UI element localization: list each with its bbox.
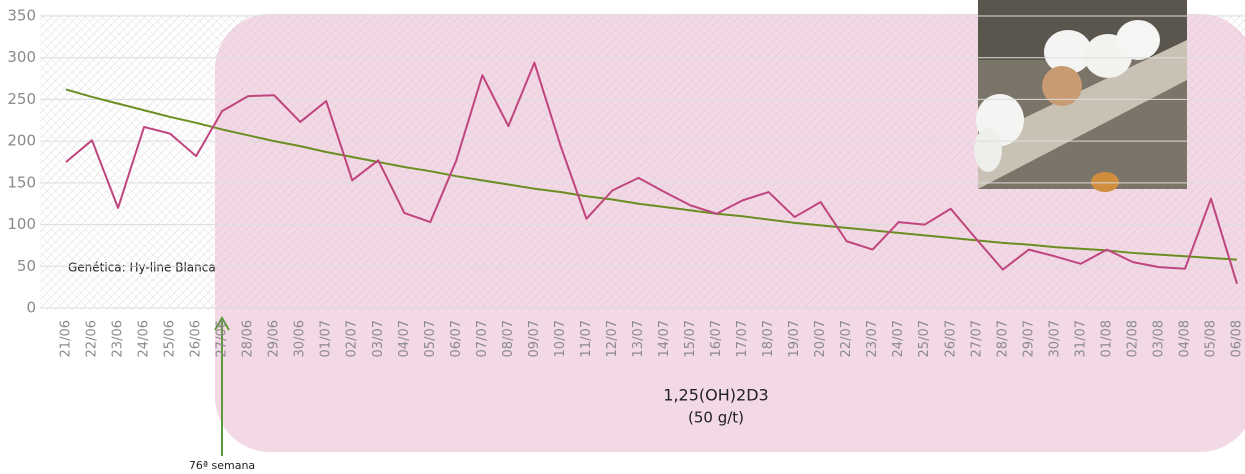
x-tick-label: 26/07 (943, 320, 958, 357)
x-tick-label: 24/06 (137, 320, 152, 357)
y-tick-label: 350 (7, 7, 36, 25)
data-line (65, 61, 1238, 285)
x-tick-label: 30/07 (1047, 320, 1062, 357)
x-tick-label: 03/08 (1151, 320, 1166, 357)
x-tick-label: 04/07 (397, 320, 412, 357)
y-tick-label: 250 (7, 90, 36, 108)
x-tick-label: 15/07 (683, 320, 698, 357)
x-tick-label: 22/07 (839, 320, 854, 357)
x-tick-label: 05/07 (423, 320, 438, 357)
x-tick-label: 20/07 (813, 320, 828, 357)
x-tick-label: 12/07 (605, 320, 620, 357)
x-tick-label: 27/07 (969, 320, 984, 357)
x-tick-label: 03/07 (371, 320, 386, 357)
x-tick-label: 06/07 (449, 320, 464, 357)
x-tick-label: 01/08 (1099, 320, 1114, 357)
x-tick-label: 08/07 (501, 320, 516, 357)
x-tick-label: 14/07 (657, 320, 672, 357)
x-tick-label: 04/08 (1177, 320, 1192, 357)
x-tick-label: 31/07 (1073, 320, 1088, 357)
treatment-label: 1,25(OH)2D3 (663, 386, 768, 405)
trend-line (65, 88, 1238, 261)
x-tick-label: 09/07 (527, 320, 542, 357)
y-tick-label: 0 (26, 299, 36, 317)
week-label: 76ª semana (189, 459, 255, 472)
x-tick-label: 24/07 (891, 320, 906, 357)
x-tick-label: 29/07 (1021, 320, 1036, 357)
x-tick-label: 01/07 (319, 320, 334, 357)
x-tick-label: 23/07 (865, 320, 880, 357)
dose-label: (50 g/t) (688, 409, 744, 427)
x-tick-label: 27/06 (215, 320, 230, 357)
x-tick-label: 05/08 (1203, 320, 1218, 357)
x-tick-label: 23/06 (111, 320, 126, 357)
week-arrow-head (214, 316, 230, 331)
x-tick-label: 17/07 (735, 320, 750, 357)
x-tick-label: 11/07 (579, 320, 594, 357)
genetics-label: Genética: Hy-line Blanca (68, 261, 216, 275)
x-tick-label: 28/06 (241, 320, 256, 357)
x-tick-label: 13/07 (631, 320, 646, 357)
y-tick-label: 100 (7, 215, 36, 233)
x-tick-label: 02/07 (345, 320, 360, 357)
y-tick-label: 200 (7, 132, 36, 150)
x-tick-label: 29/06 (267, 320, 282, 357)
x-tick-label: 25/07 (917, 320, 932, 357)
x-tick-label: 02/08 (1125, 320, 1140, 357)
y-tick-label: 150 (7, 173, 36, 191)
x-tick-label: 19/07 (787, 320, 802, 357)
x-tick-label: 22/06 (85, 320, 100, 357)
x-tick-label: 07/07 (475, 320, 490, 357)
x-tick-label: 18/07 (761, 320, 776, 357)
x-tick-label: 21/06 (59, 320, 74, 357)
y-tick-label: 50 (17, 257, 36, 275)
x-tick-label: 06/08 (1230, 320, 1245, 357)
x-tick-label: 16/07 (709, 320, 724, 357)
x-tick-label: 28/07 (995, 320, 1010, 357)
x-tick-label: 30/06 (293, 320, 308, 357)
x-tick-label: 10/07 (553, 320, 568, 357)
x-tick-label: 25/06 (163, 320, 178, 357)
y-tick-label: 300 (7, 48, 36, 66)
x-tick-label: 26/06 (189, 320, 204, 357)
photo (974, 0, 1187, 192)
